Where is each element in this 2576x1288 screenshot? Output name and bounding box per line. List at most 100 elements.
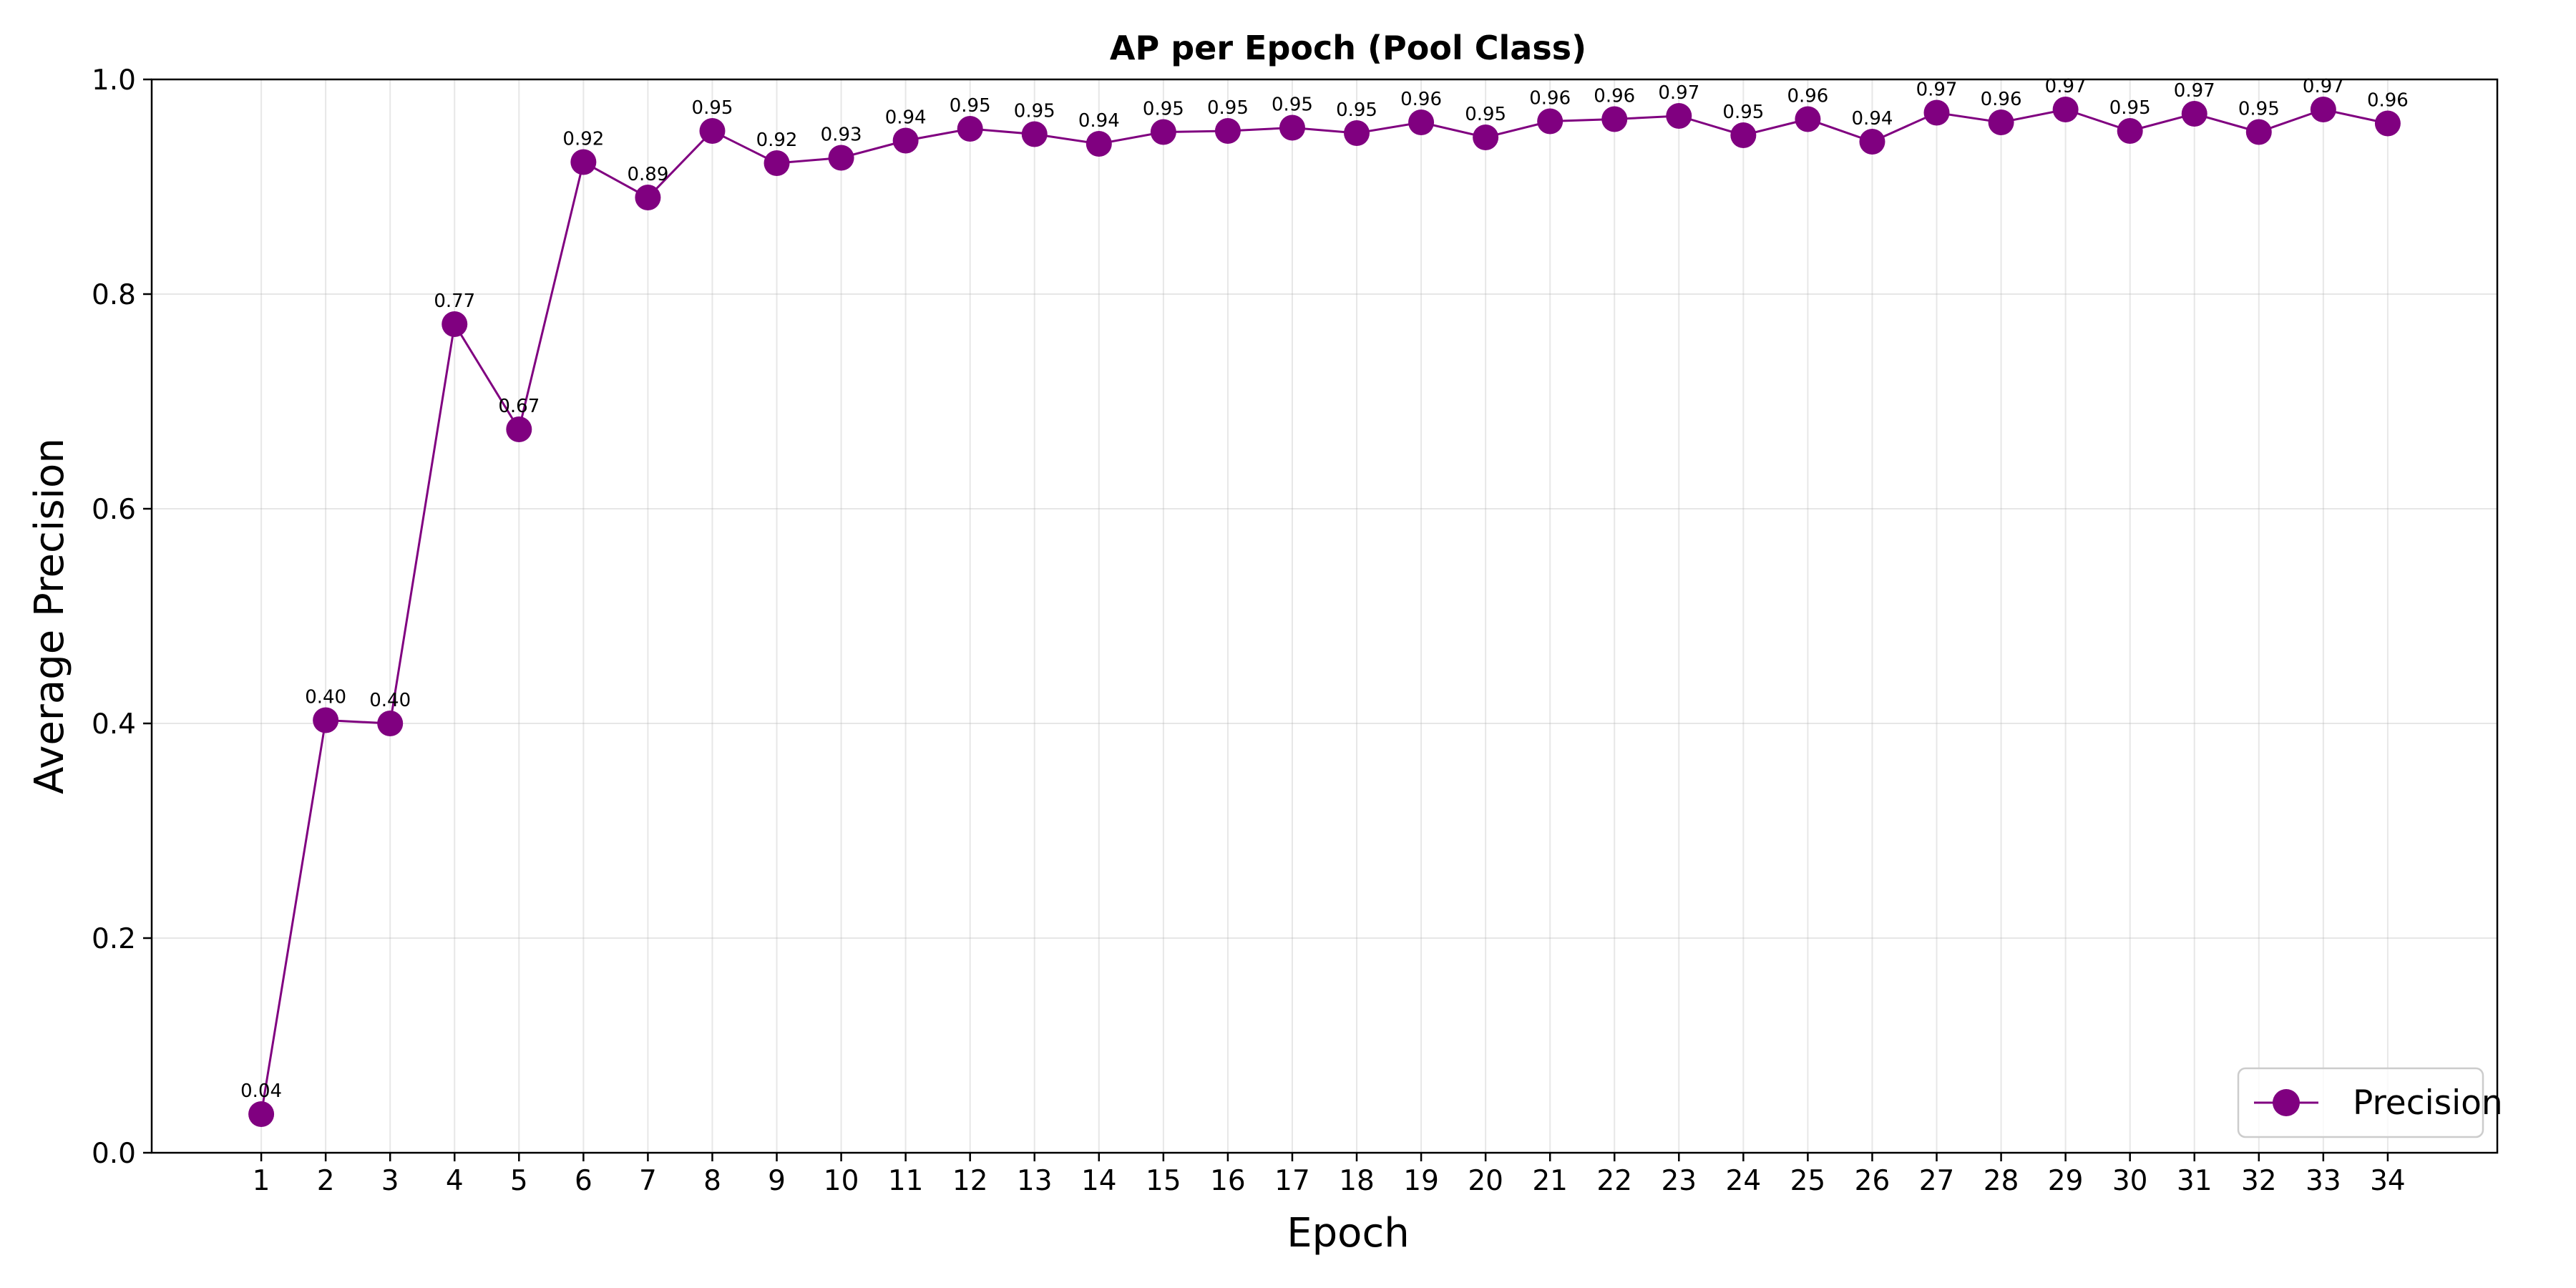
data-point [570,149,597,175]
y-tick-label: 0.8 [92,279,136,311]
data-point [1214,118,1241,144]
x-tick-label: 18 [1339,1165,1375,1197]
x-tick-label: 4 [446,1165,464,1197]
data-point [1408,109,1435,135]
x-tick-label: 6 [575,1165,592,1197]
legend-label: Precision [2353,1083,2503,1123]
data-point [1988,109,2014,135]
data-point [2374,110,2401,137]
data-label: 0.94 [1852,108,1893,130]
data-label: 0.04 [240,1080,282,1102]
data-point [957,116,983,142]
x-tick-label: 33 [2306,1165,2341,1197]
data-point [377,711,404,736]
data-label: 0.95 [1336,99,1377,121]
data-point [699,118,726,144]
data-point [2310,97,2336,122]
data-label: 0.97 [2174,80,2215,102]
x-tick-label: 17 [1274,1165,1310,1197]
data-point [1279,114,1305,141]
x-tick-label: 7 [639,1165,657,1197]
data-point [763,150,790,176]
data-label: 0.96 [1400,89,1442,110]
x-tick-label: 26 [1855,1165,1890,1197]
x-tick-label: 16 [1210,1165,1246,1197]
data-point [1537,108,1563,135]
series-line [260,108,2389,1115]
x-tick-label: 22 [1596,1165,1632,1197]
data-point [1150,119,1176,145]
x-tick-label: 32 [2241,1165,2277,1197]
x-tick-label: 24 [1726,1165,1762,1197]
x-tick-label: 3 [381,1165,399,1197]
data-label: 0.95 [950,95,991,117]
y-tick-label: 0.6 [92,494,136,526]
data-point [2181,101,2207,127]
y-tick-label: 1.0 [92,64,136,97]
data-label: 0.96 [1529,88,1571,109]
data-label: 0.92 [562,129,604,150]
x-tick-label: 12 [952,1165,988,1197]
data-point [828,145,854,171]
x-tick-label: 30 [2112,1165,2148,1197]
data-labels: 0.04 0.40 0.40 0.77 0.67 0.92 0.89 0.95 0.92 0.93… [240,76,2409,1102]
x-tick-label: 34 [2370,1165,2406,1197]
data-point [1021,121,1048,147]
data-label: 0.96 [2367,90,2409,112]
x-tick-label: 15 [1146,1165,1181,1197]
x-tick-label: 20 [1468,1165,1503,1197]
x-tick-label: 28 [1984,1165,2019,1197]
data-label: 0.77 [434,291,475,312]
data-label: 0.95 [2109,97,2151,119]
data-label: 0.93 [821,125,862,146]
data-label: 0.95 [692,97,733,119]
x-tick-label: 2 [317,1165,335,1197]
grid [152,79,2497,1153]
data-label: 0.92 [756,130,798,151]
data-point [2052,97,2079,122]
plot-frame [150,78,2499,1154]
data-label: 0.40 [305,687,346,708]
x-tick-label: 29 [2048,1165,2084,1197]
data-label: 0.96 [1981,89,2022,110]
x-tick-label: 25 [1790,1165,1826,1197]
y-tick-label: 0.4 [92,708,136,741]
x-tick-label: 10 [824,1165,859,1197]
data-label: 0.95 [1722,102,1764,123]
x-tick-label: 5 [510,1165,528,1197]
data-point [1344,120,1370,146]
data-label: 0.40 [369,690,411,711]
data-point [2245,119,2272,145]
x-tick-label: 13 [1017,1165,1053,1197]
data-label: 0.95 [1465,104,1506,125]
data-label: 0.95 [1014,101,1055,122]
data-point [1730,122,1757,148]
data-point [635,185,661,210]
data-label: 0.96 [1787,86,1828,107]
data-point [892,127,919,154]
axis-ticks: 1 2 3 4 5 6 7 8 9 10 11 12 13 14 15 16 17 18 19 20 21 22 23 24 2… [92,64,2406,1197]
data-label: 0.95 [1143,99,1184,120]
legend: Precision [2237,1067,2503,1138]
x-tick-label: 9 [768,1165,786,1197]
data-label: 0.96 [1594,86,1635,107]
data-label: 0.97 [1916,79,1958,101]
data-point [1666,103,1692,129]
x-axis-label: Epoch [1287,1210,1409,1257]
data-label: 0.97 [1658,82,1699,104]
data-point [1859,129,1885,155]
legend-frame [2237,1067,2484,1138]
y-axis-label: Average Precision [26,438,73,794]
x-tick-label: 1 [253,1165,270,1197]
data-label: 0.95 [2238,99,2280,120]
x-tick-label: 27 [1919,1165,1955,1197]
data-point [2117,118,2143,144]
x-tick-label: 21 [1532,1165,1568,1197]
y-tick-label: 0.2 [92,923,136,955]
data-point [1795,106,1821,132]
x-tick-label: 31 [2177,1165,2212,1197]
y-tick-label: 0.0 [92,1138,136,1170]
data-label: 0.89 [627,164,668,185]
